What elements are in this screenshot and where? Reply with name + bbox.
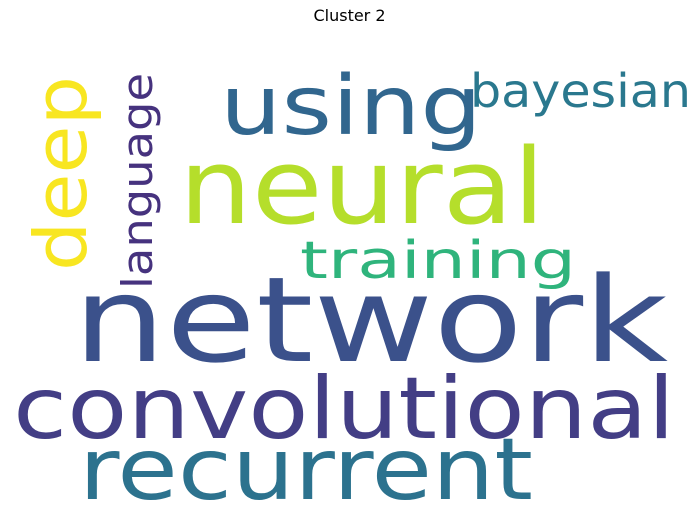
word-deep: deep bbox=[19, 76, 103, 271]
word-network: network bbox=[73, 251, 668, 389]
word-convolutional: convolutional bbox=[13, 359, 675, 459]
figure-title: Cluster 2 bbox=[313, 6, 386, 25]
word-recurrent: recurrent bbox=[79, 420, 533, 510]
word-training: training bbox=[300, 231, 576, 291]
word-language: language bbox=[113, 73, 162, 289]
word-bayesian: bayesian bbox=[470, 64, 688, 118]
word-using: using bbox=[220, 59, 482, 154]
word-cloud: network neural convolutional recurrent u… bbox=[13, 55, 691, 520]
word-neural: neural bbox=[179, 126, 545, 248]
